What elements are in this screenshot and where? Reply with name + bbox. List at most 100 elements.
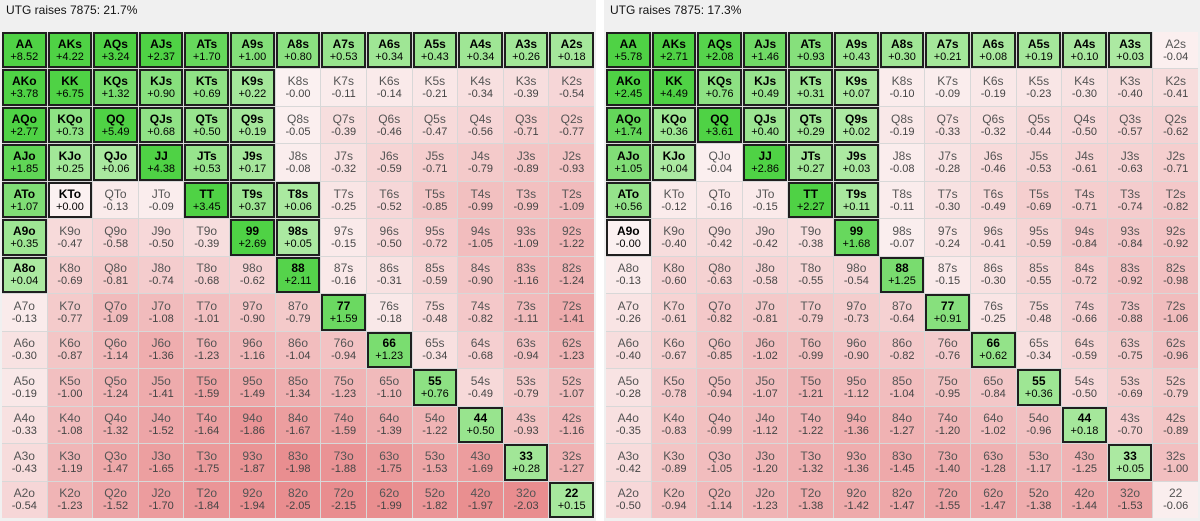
hand-cell-J4s[interactable]: J4s -0.79 (458, 144, 503, 181)
hand-cell-54o[interactable]: 54o -0.96 (1016, 406, 1062, 444)
hand-cell-KK[interactable]: KK +6.75 (47, 69, 93, 106)
hand-cell-A4o[interactable]: A4o -0.33 (2, 406, 47, 444)
hand-cell-A5o[interactable]: A5o -0.19 (2, 369, 47, 406)
hand-cell-85o[interactable]: 85o -1.04 (879, 369, 925, 406)
hand-cell-72s[interactable]: 72s -1.41 (549, 294, 594, 331)
hand-cell-98s[interactable]: 98s +0.05 (275, 219, 321, 256)
hand-cell-K5s[interactable]: K5s -0.21 (412, 69, 458, 106)
hand-cell-54s[interactable]: 54s -0.50 (1062, 369, 1107, 406)
hand-cell-K2s[interactable]: K2s -0.54 (549, 69, 594, 106)
hand-cell-97s[interactable]: 97s -0.24 (925, 219, 970, 256)
hand-cell-43s[interactable]: 43s -0.70 (1107, 406, 1153, 444)
hand-cell-K9s[interactable]: K9s +0.07 (834, 69, 879, 106)
hand-cell-92o[interactable]: 92o -1.42 (834, 481, 879, 518)
hand-cell-T9o[interactable]: T9o -0.39 (184, 219, 230, 256)
hand-cell-Q3o[interactable]: Q3o -1.47 (93, 444, 138, 481)
hand-cell-J5o[interactable]: J5o -1.07 (742, 369, 788, 406)
hand-cell-KQo[interactable]: KQo +0.73 (47, 106, 93, 144)
hand-cell-J5s[interactable]: J5s -0.53 (1016, 144, 1062, 181)
hand-cell-KTo[interactable]: KTo +0.00 (47, 181, 93, 219)
hand-cell-J3o[interactable]: J3o -1.65 (138, 444, 184, 481)
hand-cell-K3s[interactable]: K3s -0.40 (1107, 69, 1153, 106)
hand-cell-53s[interactable]: 53s -0.79 (503, 369, 549, 406)
hand-cell-44[interactable]: 44 +0.18 (1062, 406, 1107, 444)
hand-cell-J5s[interactable]: J5s -0.71 (412, 144, 458, 181)
hand-cell-A8o[interactable]: A8o +0.04 (2, 256, 47, 294)
hand-cell-83o[interactable]: 83o -1.98 (275, 444, 321, 481)
hand-cell-AKo[interactable]: AKo +2.45 (606, 69, 651, 106)
hand-cell-74s[interactable]: 74s -0.66 (1062, 294, 1107, 331)
hand-cell-AQo[interactable]: AQo +1.74 (606, 106, 651, 144)
hand-cell-AQs[interactable]: AQs +3.24 (93, 32, 138, 69)
hand-cell-76s[interactable]: 76s -0.25 (970, 294, 1016, 331)
hand-cell-33[interactable]: 33 +0.05 (1107, 444, 1153, 481)
hand-cell-T6s[interactable]: T6s -0.52 (366, 181, 412, 219)
hand-cell-AQo[interactable]: AQo +2.77 (2, 106, 47, 144)
hand-cell-QJs[interactable]: QJs +0.40 (742, 106, 788, 144)
hand-cell-T3s[interactable]: T3s -0.99 (503, 181, 549, 219)
hand-cell-QJs[interactable]: QJs +0.68 (138, 106, 184, 144)
hand-cell-93s[interactable]: 93s -0.84 (1107, 219, 1153, 256)
hand-cell-A6o[interactable]: A6o -0.40 (606, 331, 651, 369)
hand-cell-A8s[interactable]: A8s +0.30 (879, 32, 925, 69)
hand-cell-AJs[interactable]: AJs +2.37 (138, 32, 184, 69)
hand-cell-QQ[interactable]: QQ +5.49 (93, 106, 138, 144)
hand-cell-K6o[interactable]: K6o -0.87 (47, 331, 93, 369)
hand-cell-55[interactable]: 55 +0.36 (1016, 369, 1062, 406)
hand-cell-74o[interactable]: 74o -1.59 (321, 406, 366, 444)
hand-cell-75o[interactable]: 75o -0.95 (925, 369, 970, 406)
hand-cell-64o[interactable]: 64o -1.39 (366, 406, 412, 444)
hand-cell-62o[interactable]: 62o -1.99 (366, 481, 412, 518)
hand-cell-76o[interactable]: 76o -0.94 (321, 331, 366, 369)
hand-cell-K6s[interactable]: K6s -0.19 (970, 69, 1016, 106)
hand-cell-74s[interactable]: 74s -0.82 (458, 294, 503, 331)
hand-cell-63s[interactable]: 63s -0.94 (503, 331, 549, 369)
hand-cell-95o[interactable]: 95o -1.49 (230, 369, 275, 406)
hand-cell-92s[interactable]: 92s -0.92 (1153, 219, 1198, 256)
hand-cell-Q6o[interactable]: Q6o -0.85 (697, 331, 742, 369)
hand-cell-TT[interactable]: TT +3.45 (184, 181, 230, 219)
hand-cell-ATo[interactable]: ATo +1.07 (2, 181, 47, 219)
hand-cell-94s[interactable]: 94s -0.84 (1062, 219, 1107, 256)
hand-cell-64s[interactable]: 64s -0.68 (458, 331, 503, 369)
hand-cell-Q6s[interactable]: Q6s -0.46 (366, 106, 412, 144)
hand-cell-93o[interactable]: 93o -1.36 (834, 444, 879, 481)
hand-cell-Q5o[interactable]: Q5o -0.94 (697, 369, 742, 406)
hand-cell-96o[interactable]: 96o -1.16 (230, 331, 275, 369)
hand-cell-73s[interactable]: 73s -1.11 (503, 294, 549, 331)
hand-cell-TT[interactable]: TT +2.27 (788, 181, 834, 219)
hand-cell-95o[interactable]: 95o -1.12 (834, 369, 879, 406)
hand-cell-Q4s[interactable]: Q4s -0.56 (458, 106, 503, 144)
hand-cell-93o[interactable]: 93o -1.87 (230, 444, 275, 481)
hand-cell-AKs[interactable]: AKs +2.71 (651, 32, 697, 69)
hand-cell-Q3s[interactable]: Q3s -0.57 (1107, 106, 1153, 144)
hand-cell-T6o[interactable]: T6o -1.23 (184, 331, 230, 369)
hand-cell-KJo[interactable]: KJo +0.04 (651, 144, 697, 181)
hand-cell-J8o[interactable]: J8o -0.58 (742, 256, 788, 294)
hand-cell-JJ[interactable]: JJ +2.86 (742, 144, 788, 181)
hand-cell-72s[interactable]: 72s -1.06 (1153, 294, 1198, 331)
hand-cell-T5s[interactable]: T5s -0.69 (1016, 181, 1062, 219)
hand-cell-95s[interactable]: 95s -0.59 (1016, 219, 1062, 256)
hand-cell-Q8s[interactable]: Q8s -0.19 (879, 106, 925, 144)
hand-cell-T6s[interactable]: T6s -0.49 (970, 181, 1016, 219)
hand-cell-A4o[interactable]: A4o -0.35 (606, 406, 651, 444)
hand-cell-66[interactable]: 66 +1.23 (366, 331, 412, 369)
hand-cell-Q7s[interactable]: Q7s -0.39 (321, 106, 366, 144)
hand-cell-Q9o[interactable]: Q9o -0.58 (93, 219, 138, 256)
hand-cell-QTs[interactable]: QTs +0.50 (184, 106, 230, 144)
hand-cell-J6o[interactable]: J6o -1.36 (138, 331, 184, 369)
hand-cell-A5s[interactable]: A5s +0.43 (412, 32, 458, 69)
hand-cell-72o[interactable]: 72o -2.15 (321, 481, 366, 518)
hand-cell-J2o[interactable]: J2o -1.70 (138, 481, 184, 518)
hand-cell-AJo[interactable]: AJo +1.85 (2, 144, 47, 181)
hand-cell-QQ[interactable]: QQ +3.61 (697, 106, 742, 144)
hand-cell-A9s[interactable]: A9s +0.43 (834, 32, 879, 69)
hand-cell-Q4o[interactable]: Q4o -0.99 (697, 406, 742, 444)
hand-cell-97o[interactable]: 97o -0.73 (834, 294, 879, 331)
hand-cell-T2s[interactable]: T2s -0.82 (1153, 181, 1198, 219)
hand-cell-Q7o[interactable]: Q7o -1.09 (93, 294, 138, 331)
hand-cell-J6s[interactable]: J6s -0.46 (970, 144, 1016, 181)
hand-cell-62o[interactable]: 62o -1.47 (970, 481, 1016, 518)
hand-cell-J3s[interactable]: J3s -0.63 (1107, 144, 1153, 181)
